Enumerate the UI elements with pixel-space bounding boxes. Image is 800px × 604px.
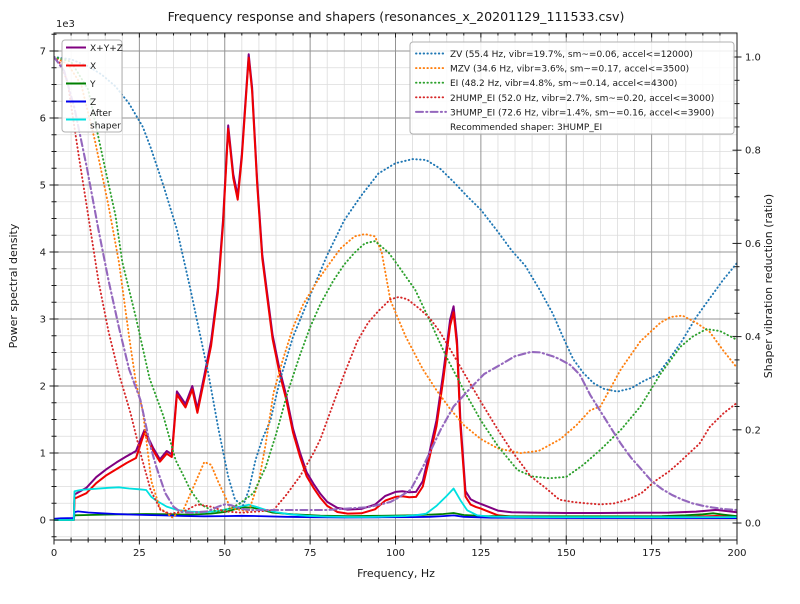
series-line-mzv [54, 56, 737, 519]
y-right-tick-label: 0.0 [745, 519, 761, 530]
legend-psd-item-label: Z [90, 98, 96, 108]
y-left-tick-label: 1 [40, 449, 46, 460]
x-tick-label: 175 [642, 548, 661, 559]
legend-psd-item-label: X [90, 62, 96, 72]
x-tick-label: 100 [386, 548, 405, 559]
x-tick-label: 25 [133, 548, 146, 559]
legend-shapers: ZV (55.4 Hz, vibr=19.7%, sm~=0.06, accel… [409, 41, 735, 135]
series-line-x [54, 56, 737, 521]
y-right-tick-label: 1.0 [745, 53, 761, 64]
series-line-after-shaper [54, 486, 737, 521]
chart-title: Frequency response and shapers (resonanc… [168, 9, 625, 24]
legend-psd-item-label: After [90, 109, 112, 119]
series-line-ei [54, 56, 737, 513]
legend-shaper-item-label: EI (48.2 Hz, vibr=4.8%, sm~=0.14, accel<… [450, 79, 677, 89]
legend-psd-item-label: shaper [90, 122, 121, 132]
x-tick-label: 75 [304, 548, 317, 559]
series-line-3hump-ei [54, 55, 737, 514]
legend-shaper-item-label: MZV (34.6 Hz, vibr=3.6%, sm~=0.17, accel… [450, 65, 689, 75]
legend-recommended-shaper: Recommended shaper: 3HUMP_EI [450, 123, 602, 133]
x-axis-label: Frequency, Hz [357, 567, 435, 580]
y-right-tick-label: 0.8 [745, 146, 761, 157]
legend-psd-box [61, 39, 123, 133]
y-left-tick-label: 0 [40, 516, 46, 527]
x-tick-label: 200 [727, 548, 746, 559]
series-line-x-y-z [54, 53, 737, 521]
legend-shapers-box [409, 41, 735, 135]
y-left-offset-text: 1e3 [56, 19, 75, 30]
axis-ticks [49, 33, 742, 545]
x-tick-label: 0 [51, 548, 57, 559]
y-left-tick-label: 5 [40, 181, 46, 192]
legend-shaper-item-label: ZV (55.4 Hz, vibr=19.7%, sm~=0.06, accel… [450, 50, 693, 60]
x-tick-label: 50 [218, 548, 231, 559]
y-right-tick-label: 0.2 [745, 425, 761, 436]
x-tick-label: 125 [471, 548, 490, 559]
series-line-zv [54, 56, 737, 507]
y-left-tick-label: 2 [40, 382, 46, 393]
y-left-axis-label: Power spectral density [7, 223, 20, 348]
y-right-axis-label: Shaper vibration reduction (ratio) [762, 194, 775, 378]
legend-psd-item-label: X+Y+Z [90, 44, 123, 54]
legend-shaper-item-label: 3HUMP_EI (72.6 Hz, vibr=1.4%, sm~=0.16, … [450, 108, 714, 118]
legend-shaper-item-label: 2HUMP_EI (52.0 Hz, vibr=2.7%, sm~=0.20, … [450, 94, 714, 104]
legend-psd-item-label: Y [89, 80, 96, 90]
y-left-tick-label: 3 [40, 315, 46, 326]
y-right-tick-label: 0.4 [745, 332, 761, 343]
y-right-tick-label: 0.6 [745, 239, 761, 250]
series-line-z [54, 510, 737, 520]
axis-tick-labels: 0 25 50 75 100 125 150 175 200 0 1 2 3 4 5 6 7 0.0 0.2 0.4 0… [40, 47, 761, 560]
y-left-tick-label: 6 [40, 114, 46, 125]
x-tick-label: 150 [557, 548, 576, 559]
y-left-tick-label: 4 [40, 248, 46, 259]
y-left-tick-label: 7 [40, 47, 46, 58]
series-lines [54, 53, 737, 521]
